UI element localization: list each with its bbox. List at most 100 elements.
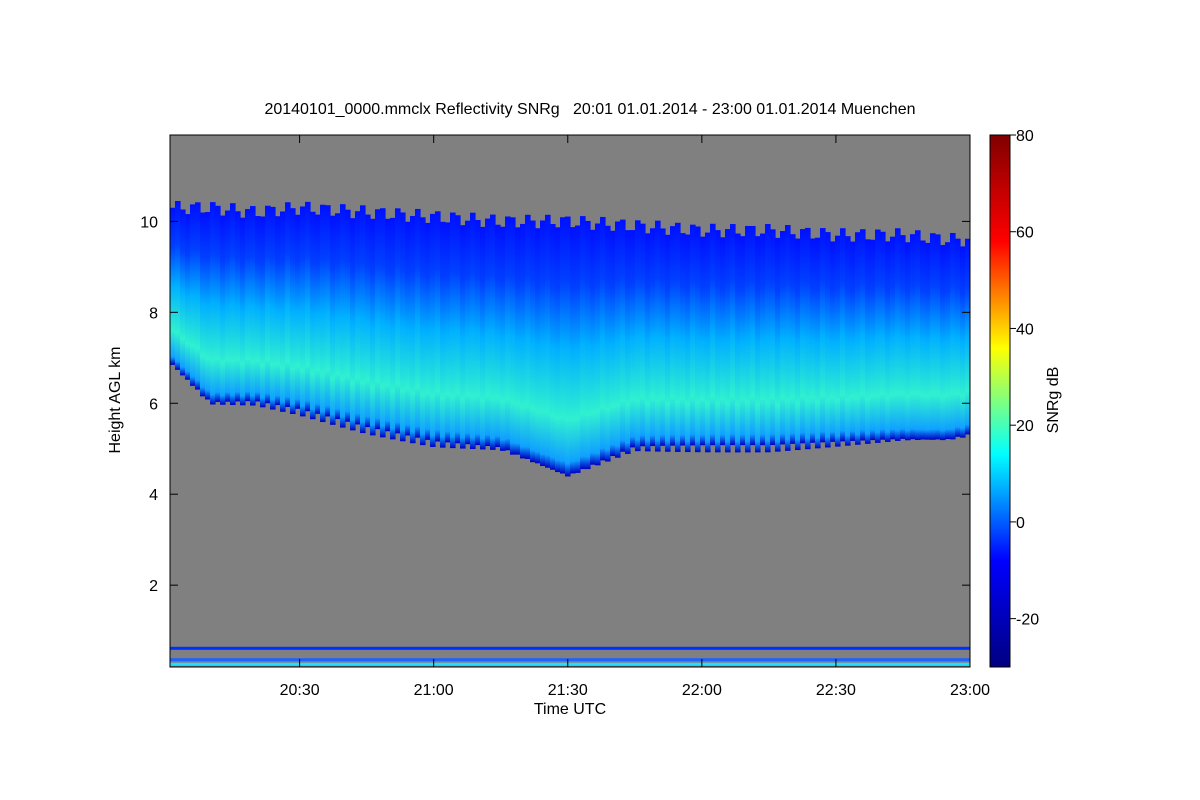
cloud-strip xyxy=(820,228,826,443)
cloud-strip xyxy=(370,218,376,436)
y-tick-label: 10 xyxy=(140,214,158,231)
cloud-strip xyxy=(875,229,881,443)
cloud-strip xyxy=(715,230,721,453)
cloud-strip xyxy=(375,209,381,430)
cloud-strip xyxy=(275,216,281,406)
cloud-strip xyxy=(195,202,201,390)
cloud-strip xyxy=(460,225,466,449)
cloud-strip xyxy=(740,236,746,446)
cloud-strip xyxy=(420,217,426,446)
y-axis-label: Height AGL km xyxy=(107,346,124,453)
cloud-strip xyxy=(500,226,506,451)
cloud-strip xyxy=(320,204,326,423)
cloud-strip xyxy=(585,220,591,470)
colorbar-label: SNRg dB xyxy=(1045,367,1062,434)
cloud-strip xyxy=(755,236,761,453)
cloud-strip xyxy=(260,216,266,408)
cloud-strip xyxy=(925,242,931,440)
cloud-strip xyxy=(930,233,936,440)
cloud-strip xyxy=(800,229,806,444)
cloud-strip xyxy=(470,212,476,450)
cloud-strip xyxy=(530,220,536,463)
cloud-strip xyxy=(270,206,276,410)
cloud-strip xyxy=(220,215,226,405)
cloud-strip xyxy=(360,205,366,434)
cloud-strip xyxy=(330,215,336,425)
colorbar-tick-label: 60 xyxy=(1016,225,1034,242)
cloud-strip xyxy=(790,234,796,444)
cloud-strip xyxy=(455,215,461,444)
cloud-strip xyxy=(645,233,651,452)
cloud-strip xyxy=(870,239,876,441)
cloud-strip xyxy=(400,212,406,442)
cloud-strip xyxy=(215,205,221,402)
cloud-strip xyxy=(685,234,691,453)
cloud-strip xyxy=(760,233,766,446)
cloud-strip xyxy=(680,233,686,446)
cloud-strip xyxy=(705,232,711,453)
cloud-strip xyxy=(725,229,731,453)
cloud-strip xyxy=(895,228,901,441)
cloud-strip xyxy=(390,217,396,440)
colorbar xyxy=(989,134,1011,668)
cloud-strip xyxy=(860,229,866,441)
cloud-strip xyxy=(605,225,611,462)
cloud-strip xyxy=(890,236,896,440)
cloud-strip xyxy=(830,241,836,442)
cloud-strip xyxy=(175,200,181,370)
cloud-strip xyxy=(520,223,526,459)
cloud-strip xyxy=(745,225,751,453)
cloud-strip xyxy=(315,214,321,414)
cloud-strip xyxy=(735,233,741,453)
cloud-strip xyxy=(630,230,636,448)
cloud-strip xyxy=(560,217,566,474)
cloud-strip xyxy=(285,202,291,407)
cloud-strip xyxy=(935,234,941,440)
x-tick-label: 21:30 xyxy=(548,682,588,699)
cloud-strip xyxy=(250,206,256,406)
x-axis: 20:30 21:00 21:30 22:00 22:30 23:00 xyxy=(280,135,990,699)
cloud-strip xyxy=(435,211,441,442)
cloud-strip xyxy=(485,218,491,447)
cloud-strip xyxy=(410,215,416,444)
cloud-strip xyxy=(785,225,791,451)
cloud-strip xyxy=(835,235,841,447)
cloud-strip xyxy=(255,216,261,402)
cloud-strip xyxy=(205,211,211,400)
x-tick-label: 22:00 xyxy=(682,682,722,699)
cloud-strip xyxy=(475,220,481,446)
cloud-strip xyxy=(770,229,776,445)
cloud-strip xyxy=(495,224,501,447)
cloud-strip xyxy=(965,238,970,435)
colorbar-axis: -20 0 20 40 60 80 xyxy=(1010,128,1039,629)
y-tick-label: 8 xyxy=(149,305,158,322)
cloud-strip xyxy=(610,230,616,457)
cloud-strip xyxy=(380,208,386,438)
y-axis: 2 4 6 8 10 xyxy=(140,214,970,595)
cloud-strip xyxy=(650,228,656,447)
cloud-strip xyxy=(855,232,861,445)
cloud-strip xyxy=(840,228,846,442)
chart-title: 20140101_0000.mmclx Reflectivity SNRg 20… xyxy=(264,101,915,118)
cloud-strip xyxy=(440,221,446,448)
cloud-strip xyxy=(765,224,771,453)
cloud-strip xyxy=(235,211,241,402)
colorbar-tick-label: 0 xyxy=(1016,515,1025,532)
cloud-strip xyxy=(245,209,251,402)
colorbar-tick-label: -20 xyxy=(1016,612,1039,629)
cloud-strip xyxy=(720,237,726,446)
cloud-strip xyxy=(395,208,401,434)
cloud-strip xyxy=(430,213,436,447)
cloud-strip xyxy=(575,225,581,473)
cloud-strip xyxy=(655,220,661,452)
cloud-strip xyxy=(960,246,966,438)
cloud-strip xyxy=(490,214,496,450)
x-tick-label: 20:30 xyxy=(280,682,320,699)
cloud-strip xyxy=(550,224,556,470)
cloud-strip xyxy=(265,205,271,404)
cloud-strip xyxy=(190,204,196,386)
cloud-strip xyxy=(955,238,961,437)
cloud-strip xyxy=(280,211,286,412)
cloud-strip xyxy=(405,221,411,436)
y-tick-label: 2 xyxy=(149,578,158,595)
